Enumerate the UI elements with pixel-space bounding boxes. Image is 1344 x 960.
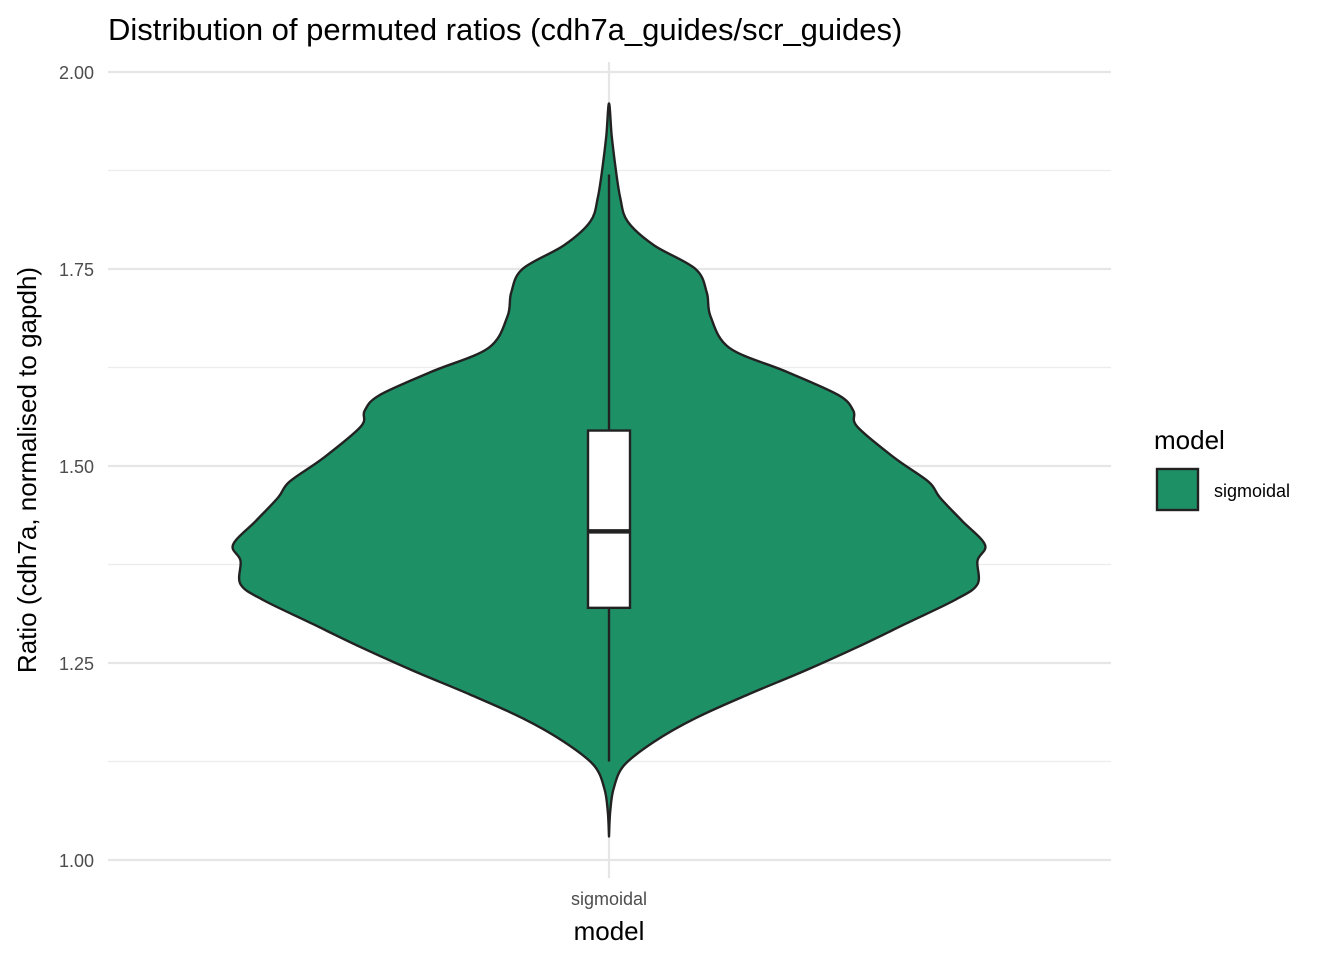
y-tick-label: 1.25 (59, 654, 94, 674)
plot-marks (231, 102, 987, 838)
y-axis-title: Ratio (cdh7a, normalised to gapdh) (12, 267, 42, 673)
x-axis-title: model (574, 916, 645, 946)
legend-label-sigmoidal: sigmoidal (1214, 481, 1290, 501)
y-tick-label: 2.00 (59, 63, 94, 83)
x-tick-label-sigmoidal: sigmoidal (571, 889, 647, 909)
y-tick-label: 1.75 (59, 260, 94, 280)
y-tick-label: 1.00 (59, 851, 94, 871)
legend-title: model (1154, 425, 1225, 455)
chart-title: Distribution of permuted ratios (cdh7a_g… (108, 12, 902, 47)
legend: model sigmoidal (1154, 425, 1290, 512)
y-axis-tick-labels: 1.00 1.25 1.50 1.75 2.00 (59, 63, 94, 871)
boxplot-box (586, 429, 632, 610)
y-tick-label: 1.50 (59, 457, 94, 477)
legend-key-sigmoidal (1155, 467, 1200, 512)
